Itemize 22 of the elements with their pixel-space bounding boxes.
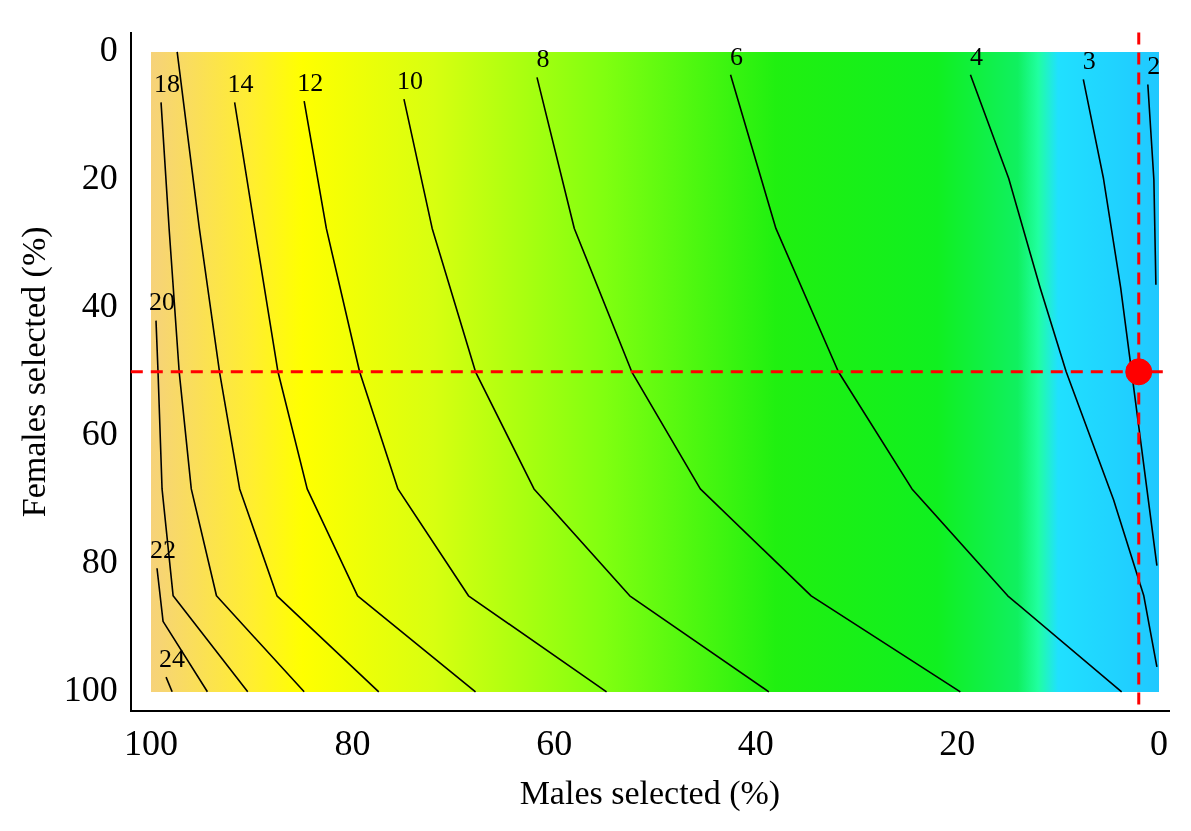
y-tick-label: 0 xyxy=(99,29,118,70)
series-label: 14 xyxy=(227,69,254,99)
series-label: 24 xyxy=(159,643,186,673)
x-tick-label: 20 xyxy=(939,723,976,764)
x-tick-label: 60 xyxy=(536,723,573,764)
series-label: 12 xyxy=(297,67,324,97)
y-tick-label: 40 xyxy=(81,285,118,326)
series-label: 18 xyxy=(154,69,181,99)
series-label: 10 xyxy=(396,65,423,95)
x-tick-label: 0 xyxy=(1149,723,1168,764)
y-tick-label: 80 xyxy=(81,541,118,582)
series-label: 2 xyxy=(1147,51,1161,81)
x-tick-label: 80 xyxy=(334,723,371,764)
series-label: 8 xyxy=(536,44,550,74)
x-axis-title: Males selected (%) xyxy=(519,773,781,812)
y-tick-label: 100 xyxy=(63,669,118,710)
series-label: 3 xyxy=(1082,46,1096,76)
y-axis-title: Females selected (%) xyxy=(15,226,54,518)
y-tick-label: 60 xyxy=(81,413,118,454)
x-tick-label: 100 xyxy=(123,723,178,764)
y-tick-label: 20 xyxy=(81,157,118,198)
x-tick-label: 40 xyxy=(737,723,774,764)
